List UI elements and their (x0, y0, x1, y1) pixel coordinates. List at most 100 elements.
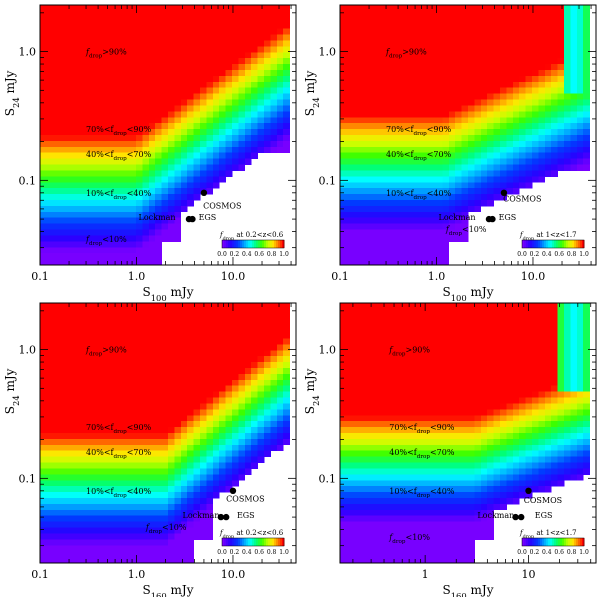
heatmap-cell (378, 259, 386, 266)
heatmap-cell (142, 362, 150, 369)
heatmap-cell (78, 515, 86, 523)
heatmap-cell (212, 5, 220, 12)
heatmap-cell (168, 111, 175, 118)
heatmap-cell (180, 158, 188, 165)
heatmap-cell (72, 350, 79, 357)
heatmap-cell (264, 5, 271, 12)
heatmap-cell (506, 123, 514, 130)
heatmap-cell (251, 403, 258, 410)
heatmap-cell (557, 135, 565, 142)
heatmap-cell (429, 28, 437, 35)
heatmap-cell (372, 164, 379, 171)
heatmap-cell (525, 70, 533, 77)
heatmap-cell (340, 10, 347, 18)
heatmap-cell (200, 344, 207, 351)
heatmap-cell (397, 229, 405, 236)
heatmap-cell (257, 433, 265, 440)
colorbar-swatch (254, 538, 257, 546)
heatmap-cell (276, 303, 284, 310)
heatmap-cell (40, 105, 47, 112)
heatmap-cell (97, 391, 105, 398)
heatmap-cell (193, 146, 201, 154)
heatmap-cell (251, 152, 258, 160)
heatmap-cell (544, 28, 552, 35)
heatmap-cell (200, 444, 207, 452)
heatmap-cell (410, 87, 418, 95)
heatmap-cell (359, 308, 366, 316)
heatmap-cell (206, 462, 214, 469)
heatmap-cell (493, 182, 501, 189)
heatmap-cell (59, 492, 66, 499)
heatmap-cell (448, 217, 456, 225)
heatmap-cell (283, 344, 290, 351)
heatmap-cell (225, 140, 233, 148)
heatmap-cell (142, 164, 150, 171)
heatmap-cell (161, 188, 169, 195)
heatmap-cell (72, 70, 79, 77)
heatmap-cell (52, 427, 60, 434)
heatmap-cell (187, 10, 194, 18)
heatmap-cell (72, 421, 79, 428)
heatmap-cell (46, 456, 54, 463)
heatmap-cell (257, 444, 265, 452)
heatmap-cell (72, 182, 79, 189)
heatmap-cell (346, 164, 354, 171)
heatmap-cell (429, 188, 437, 195)
heatmap-cell (461, 176, 469, 183)
heatmap-cell (270, 16, 278, 24)
heatmap-cell (46, 438, 54, 446)
colorbar-swatch (556, 240, 559, 248)
heatmap-cell (378, 152, 386, 160)
heatmap-cell (219, 158, 226, 165)
colorbar-tick-label: 0.8 (267, 549, 277, 556)
heatmap-cell (232, 379, 239, 387)
heatmap-cell (116, 415, 124, 422)
heatmap-cell (78, 545, 86, 552)
heatmap-cell (91, 338, 98, 345)
heatmap-cell (378, 194, 386, 201)
heatmap-cell (97, 158, 105, 165)
heatmap-cell (110, 438, 118, 446)
heatmap-cell (238, 58, 246, 65)
heatmap-cell (84, 474, 92, 481)
heatmap-cell (116, 533, 124, 540)
heatmap-cell (442, 87, 450, 95)
heatmap-cell (365, 235, 373, 242)
heatmap-cell (129, 314, 137, 322)
heatmap-cell (538, 111, 546, 118)
heatmap-cell (557, 5, 565, 12)
heatmap-cell (429, 135, 437, 142)
heatmap-cell (378, 164, 386, 171)
heatmap-cell (410, 46, 418, 53)
heatmap-cell (238, 326, 246, 333)
heatmap-cell (84, 421, 92, 428)
heatmap-cell (340, 515, 347, 523)
heatmap-cell (340, 456, 347, 463)
heatmap-cell (500, 28, 507, 35)
heatmap-cell (391, 40, 398, 47)
heatmap-cell (276, 433, 284, 440)
heatmap-cell (174, 539, 182, 546)
heatmap-cell (404, 52, 411, 59)
heatmap-cell (91, 5, 98, 12)
heatmap-cell (59, 427, 66, 434)
heatmap-cell (506, 129, 514, 136)
heatmap-cell (512, 146, 520, 154)
heatmap-cell (174, 308, 182, 316)
heatmap-cell (168, 533, 175, 540)
heatmap-cell (244, 409, 252, 416)
heatmap-cell (352, 539, 360, 546)
heatmap-cell (123, 373, 130, 381)
heatmap-cell (519, 75, 526, 83)
heatmap-cell (423, 28, 430, 35)
heatmap-cell (104, 117, 111, 124)
heatmap-cell (193, 87, 201, 95)
heatmap-cell (551, 46, 558, 53)
heatmap-cell (225, 129, 233, 136)
heatmap-cell (72, 332, 79, 339)
heatmap-cell (423, 247, 430, 254)
heatmap-cell (251, 438, 258, 446)
heatmap-cell (97, 427, 105, 434)
heatmap-cell (244, 438, 252, 446)
heatmap-cell (52, 509, 60, 517)
